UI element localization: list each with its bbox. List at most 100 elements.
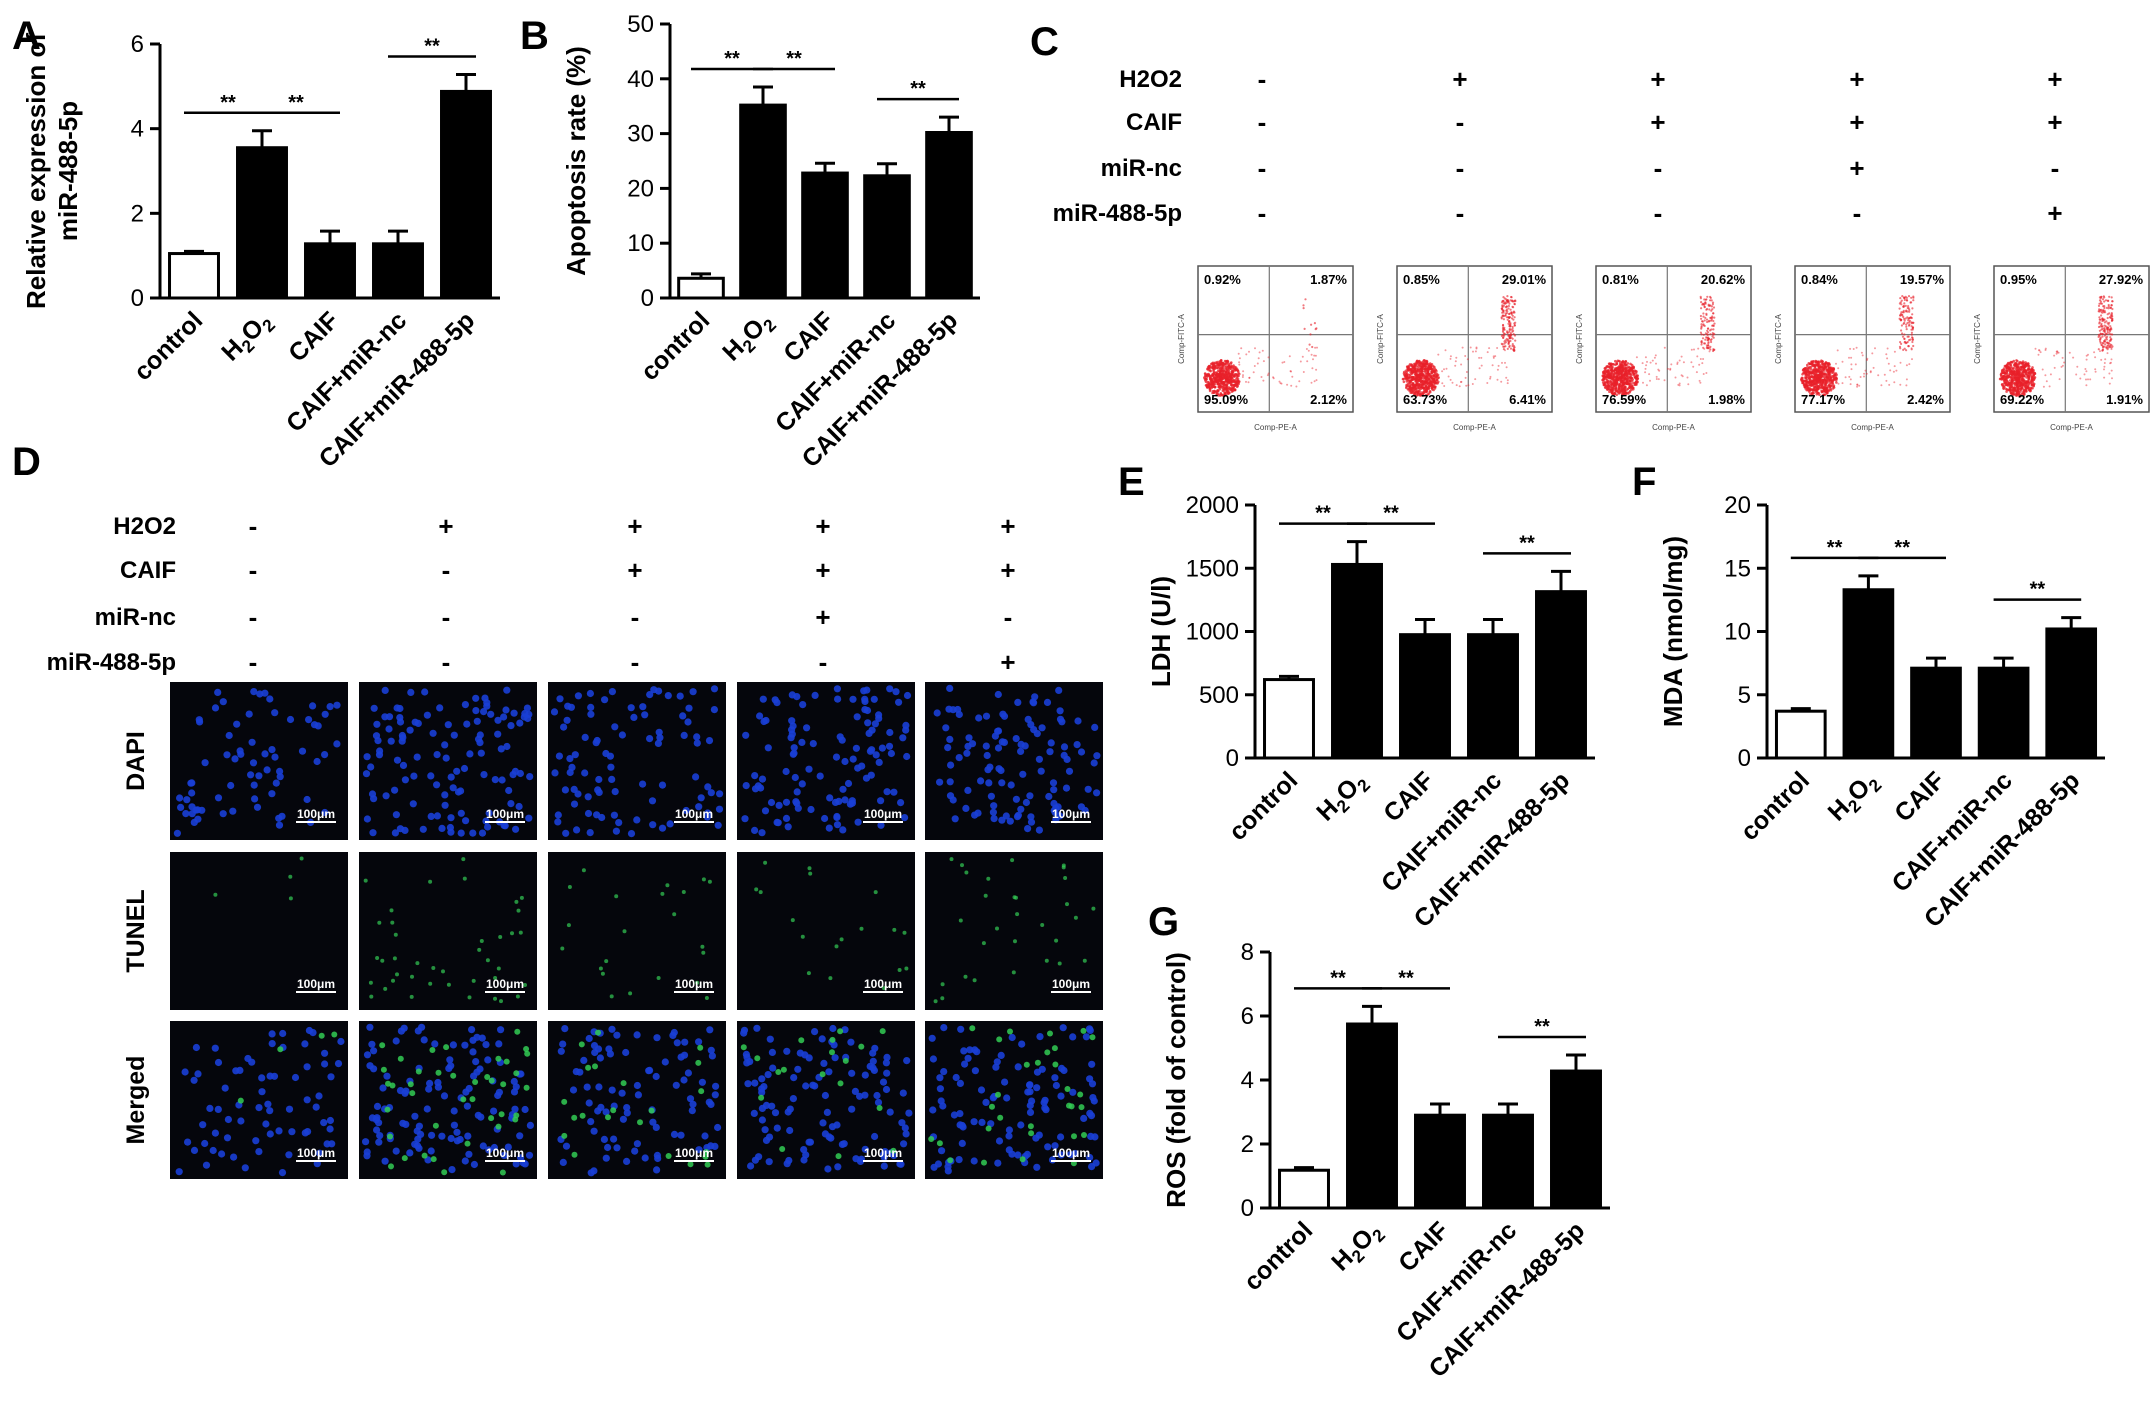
flow-dot xyxy=(1810,388,1813,391)
flow-dot xyxy=(1700,343,1703,346)
tunel-positive-cell xyxy=(299,856,304,861)
flow-dot xyxy=(1820,374,1824,378)
treatment-row-label: miR-488-5p xyxy=(1053,200,1182,227)
nucleus xyxy=(502,706,510,714)
flow-dot xyxy=(1508,316,1511,319)
nucleus xyxy=(442,754,450,762)
flow-dot xyxy=(1608,387,1611,391)
nucleus xyxy=(878,744,887,752)
tunel-positive-cell xyxy=(839,937,844,942)
flow-dot xyxy=(1841,360,1844,363)
tunel-positive-cell xyxy=(409,994,414,999)
flow-dots xyxy=(1203,298,1318,398)
tunel-positive-cell xyxy=(707,879,712,884)
flow-dot xyxy=(1510,296,1513,299)
flow-dot xyxy=(1260,376,1263,378)
tunel-positive-cell xyxy=(514,1028,521,1035)
nucleus xyxy=(825,824,833,832)
flow-dot xyxy=(2110,369,2113,372)
quadrant-q4: 1.98% xyxy=(1708,392,1745,407)
flow-dot xyxy=(1632,381,1635,385)
flow-dot xyxy=(1310,353,1313,356)
flow-dot xyxy=(2106,352,2109,355)
flow-dot xyxy=(2107,346,2110,349)
flow-dot xyxy=(1637,377,1639,380)
nucleus xyxy=(261,750,269,758)
flow-dot xyxy=(1312,358,1314,361)
flow-dot xyxy=(1507,334,1510,337)
flow-dot xyxy=(1449,355,1452,358)
bar xyxy=(440,89,492,300)
flow-dot xyxy=(1621,361,1624,364)
tunel-positive-cell xyxy=(387,1133,393,1140)
flow-dot xyxy=(1820,370,1823,374)
nucleus xyxy=(796,1049,804,1057)
flow-dot xyxy=(2020,368,2023,371)
flow-dot xyxy=(2015,359,2018,362)
nucleus xyxy=(305,716,313,724)
flow-dot xyxy=(1512,333,1515,336)
nucleus xyxy=(740,1029,748,1037)
flow-dot xyxy=(1811,361,1814,364)
flow-dot xyxy=(2038,349,2040,352)
nucleus xyxy=(450,1121,458,1129)
flow-dot xyxy=(1501,361,1503,364)
nucleus xyxy=(236,1066,244,1074)
flow-dot xyxy=(1278,380,1281,383)
treatment-sign: + xyxy=(2047,64,2062,94)
nucleus xyxy=(1013,813,1022,821)
flow-dot xyxy=(1455,356,1458,359)
nucleus xyxy=(653,1166,661,1174)
nucleus xyxy=(596,1054,605,1062)
nucleus xyxy=(630,713,638,722)
flow-dot xyxy=(2102,345,2105,348)
tunel-positive-cell xyxy=(622,929,627,934)
tunel-positive-cell xyxy=(960,863,964,868)
flow-dot xyxy=(1814,378,1817,382)
nucleus xyxy=(463,720,471,728)
flow-dot xyxy=(1850,356,1853,359)
tunel-positive-cell xyxy=(806,971,811,976)
treatment-sign: - xyxy=(1456,153,1465,183)
flow-dot xyxy=(1624,385,1627,389)
nucleus xyxy=(559,1040,567,1048)
nucleus xyxy=(608,688,617,696)
nucleus xyxy=(333,701,341,709)
nucleus xyxy=(595,788,603,797)
flow-dot xyxy=(1712,324,1715,327)
flow-dot xyxy=(1906,340,1909,344)
flow-dot xyxy=(2099,340,2102,343)
flow-dot xyxy=(1508,312,1511,316)
flow-dot xyxy=(2110,319,2113,322)
treatment-sign: - xyxy=(249,602,258,632)
nucleus xyxy=(391,786,399,794)
flow-dot xyxy=(1258,351,1261,354)
bar xyxy=(1399,633,1451,760)
nucleus xyxy=(887,749,896,758)
flow-dot xyxy=(1411,382,1415,385)
tunel-positive-cell xyxy=(462,876,467,881)
nucleus xyxy=(275,821,284,829)
flow-dot xyxy=(1430,386,1434,390)
flow-dot xyxy=(1236,373,1239,377)
flow-dot xyxy=(1507,307,1510,310)
flow-dot xyxy=(2094,356,2097,359)
flow-dot xyxy=(1307,349,1310,352)
treatment-table-d: H2O2- + + + +CAIF - - + + +miR-nc - - - + -miR-488-5p -… xyxy=(47,511,1016,677)
flow-dot xyxy=(1426,371,1430,375)
nucleus xyxy=(805,765,813,773)
flow-dot xyxy=(1512,300,1515,303)
nucleus xyxy=(803,724,811,732)
tunel-positive-cell xyxy=(479,939,484,943)
nucleus xyxy=(633,1140,642,1148)
flow-dot xyxy=(1808,380,1811,383)
flow-dot xyxy=(1449,378,1452,381)
nucleus xyxy=(946,778,954,786)
nucleus xyxy=(251,795,259,803)
tunel-positive-cell xyxy=(428,981,433,986)
flow-dot xyxy=(1704,316,1707,319)
nucleus xyxy=(982,712,991,720)
flow-dot xyxy=(1455,384,1458,387)
nucleus xyxy=(554,818,562,826)
flow-dot xyxy=(2109,333,2112,336)
